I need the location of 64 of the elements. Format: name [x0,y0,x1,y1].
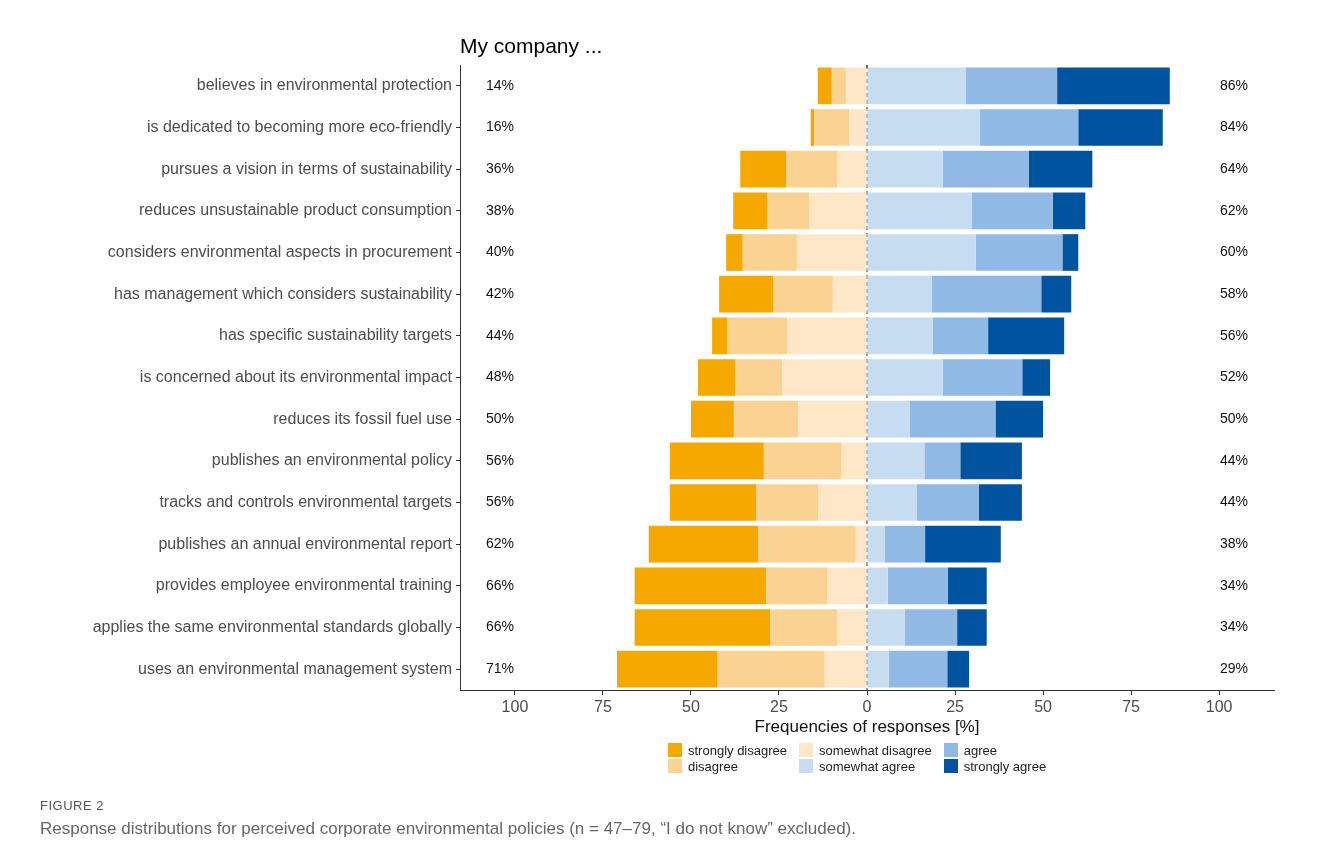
x-axis-title: Frequencies of responses [%] [754,717,980,737]
y-tick-label: has management which considers sustainability [114,284,452,302]
y-tick-label: pursues a vision in terms of sustainability [161,159,452,177]
y-tick-label: reduces unsustainable product consumption [138,201,452,219]
annotation: 50% [485,410,515,427]
chart-title: My company ... [460,34,603,57]
annotation: 52% [1219,368,1249,385]
annotation: 34% [1219,576,1249,593]
annotation: 62% [1219,201,1249,218]
annotation: 60% [1219,243,1249,260]
legend-label: somewhat agree [819,758,916,774]
annotation: 71% [485,660,515,677]
annotation: 86% [1219,76,1249,93]
legend-label: strongly disagree [688,742,787,758]
annotation: 64% [1219,160,1249,177]
annotation: 56% [485,451,515,468]
x-tick-label: 100 [501,698,529,716]
y-tick-label: considers environmental aspects in procurement [107,242,453,260]
annotation: 14% [485,76,515,93]
y-tick-label: has specific sustainability targets [219,326,452,344]
y-tick-label: applies the same environmental standards globally [92,617,452,635]
y-tick-label: provides employee environmental training [155,576,452,594]
x-tick-label: 25 [770,698,788,716]
x-tick-label: 50 [682,698,700,716]
x-tick-label: 50 [1034,698,1053,716]
annotation: 44% [1219,493,1249,510]
y-tick-label: is dedicated to becoming more eco-friendly [146,117,452,135]
x-tick-label: 100 [1205,698,1233,716]
annotation: 66% [485,576,515,593]
annotation: 58% [1219,285,1249,302]
annotation: 48% [485,368,515,385]
annotation: 84% [1219,118,1249,135]
annotation: 66% [485,618,515,635]
annotation: 34% [1219,618,1249,635]
annotation: 56% [1219,326,1249,343]
x-tick-label: 25 [946,698,965,716]
x-tick-label: 75 [1122,698,1141,716]
legend-label: disagree [688,758,738,774]
x-tick-label: 0 [862,698,872,716]
annotation: 16% [485,118,515,135]
annotation: 62% [485,535,515,552]
annotation: 36% [485,160,515,177]
y-tick-label: tracks and controls environmental targets [159,492,452,510]
annotation: 44% [1219,451,1249,468]
legend-label: agree [963,742,997,758]
annotation: 40% [485,243,515,260]
y-tick-label: publishes an annual environmental report [158,534,453,552]
y-tick-label: believes in environmental protection [196,76,452,94]
legend-label: strongly agree [963,758,1047,774]
annotation: 50% [1219,410,1249,427]
annotation: 38% [485,201,515,218]
annotation: 44% [485,326,515,343]
legend-label: somewhat disagree [819,742,932,758]
y-tick-label: is concerned about its environmental impact [139,367,453,385]
caption: FIGURE 2 [40,798,105,813]
annotation: 56% [485,493,515,510]
text: Response distributions for perceived corporate environmental policies (n = 47–79, “I do not know” excluded). [40,819,856,839]
annotation: 29% [1219,660,1249,677]
y-tick-label: publishes an environmental policy [211,451,452,469]
x-tick-label: 75 [594,698,612,716]
y-tick-label: reduces its fossil fuel use [273,409,453,427]
annotation: 42% [485,285,515,302]
annotation: 38% [1219,535,1249,552]
y-tick-label: uses an environmental management system [138,659,452,677]
